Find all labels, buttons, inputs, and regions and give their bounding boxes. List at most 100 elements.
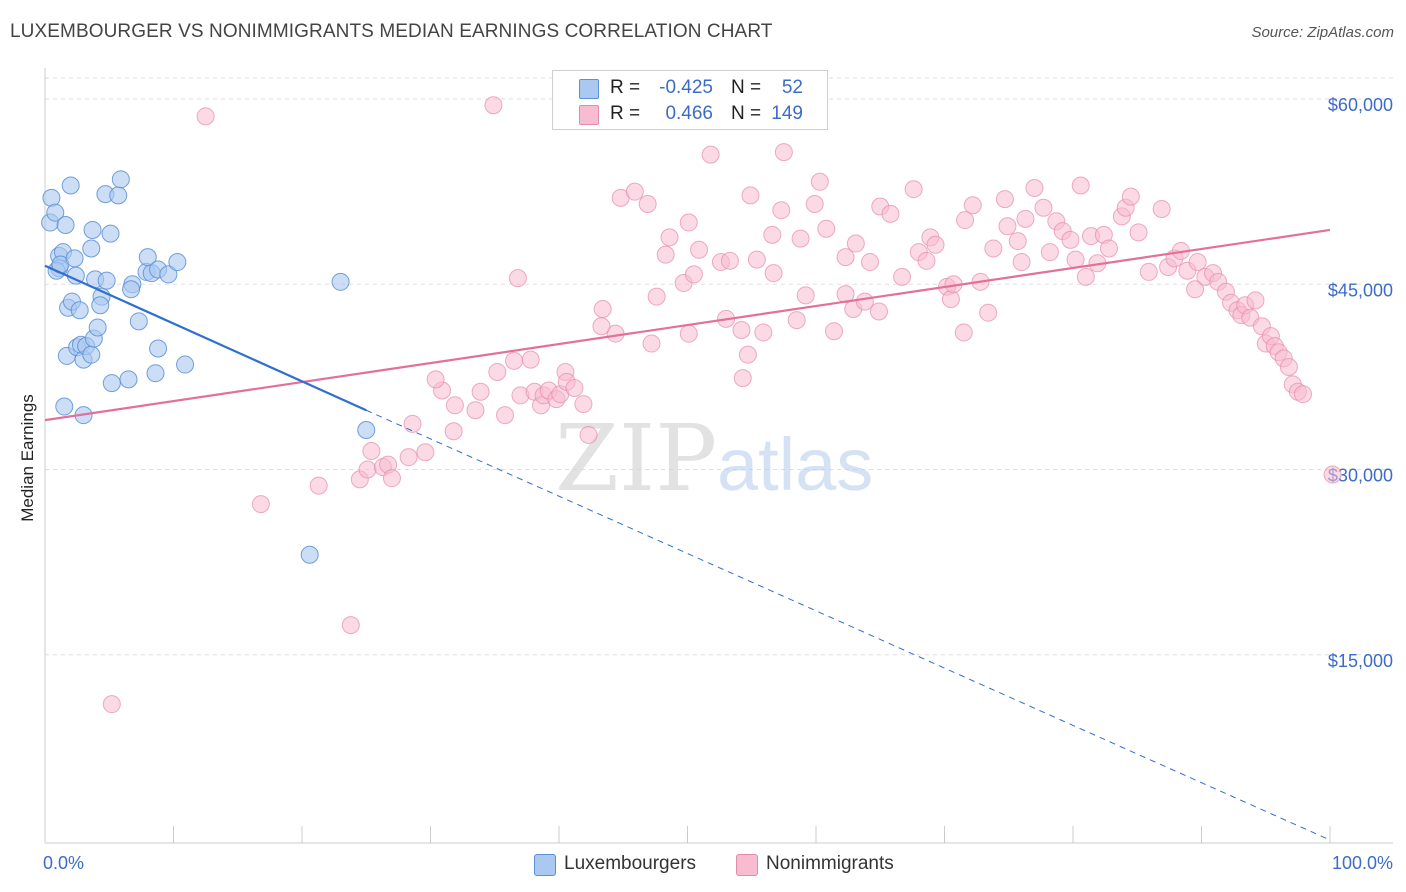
luxembourgers-point (82, 345, 101, 364)
luxembourgers-point (129, 312, 148, 331)
nonimmigrants-point (505, 351, 524, 370)
nonimmigrants-point (1066, 250, 1085, 269)
nonimmigrants-point (625, 182, 644, 201)
nonimmigrants-point (521, 350, 540, 369)
nonimmigrants-point (444, 422, 463, 441)
luxembourgers-points (41, 170, 376, 564)
nonimmigrants-point (1076, 267, 1095, 286)
luxembourgers-point (138, 248, 157, 267)
nonimmigrants-points (102, 96, 1342, 714)
n-value: 52 (781, 77, 803, 98)
nonimmigrants-point (741, 186, 760, 205)
nonimmigrants-point (824, 322, 843, 341)
nonimmigrants-point (382, 469, 401, 488)
nonimmigrants-point (579, 425, 598, 444)
luxembourgers-point (82, 239, 101, 258)
luxembourgers-trend-line (44, 264, 367, 412)
nonimmigrants-point (656, 245, 675, 264)
nonimmigrants-point (1129, 223, 1148, 242)
blue-swatch (534, 854, 556, 876)
luxembourgers-point (331, 272, 350, 291)
nonimmigrants-point (754, 323, 773, 342)
nonimmigrants-point (979, 303, 998, 322)
nonimmigrants-point (1186, 280, 1205, 299)
luxembourgers-point (149, 339, 168, 358)
nonimmigrants-point (763, 225, 782, 244)
luxembourgers-point (70, 301, 89, 320)
luxembourgers-point (357, 421, 376, 440)
nonimmigrants-point (995, 190, 1014, 209)
luxembourgers-point (88, 318, 107, 337)
nonimmigrants-point (917, 251, 936, 270)
nonimmigrants-point (817, 219, 836, 238)
nonimmigrants-point (998, 217, 1017, 236)
nonimmigrants-point (1008, 232, 1027, 251)
nonimmigrants-point (701, 145, 720, 164)
nonimmigrants-point (102, 695, 121, 714)
nonimmigrants-point (984, 239, 1003, 258)
luxembourgers-point (55, 397, 74, 416)
r-label: R = (610, 77, 641, 98)
nonimmigrants-point (642, 334, 661, 353)
nonimmigrants-point (810, 172, 829, 191)
luxembourgers-point (101, 224, 120, 243)
legend-row-nonimmigrants: R = 0.466 N = 149 (553, 101, 827, 127)
axes: $15,000 $30,000 $45,000 $60,000 (44, 68, 1393, 844)
nonimmigrants-point (684, 265, 703, 284)
nonimmigrants-point (309, 476, 328, 495)
pink-swatch (579, 105, 599, 125)
watermark-zip: ZIP (555, 405, 717, 512)
nonimmigrants-point (484, 96, 503, 115)
nonimmigrants-point (860, 253, 879, 272)
nonimmigrants-point (399, 448, 418, 467)
nonimmigrants-point (679, 324, 698, 343)
watermark: ZIP atlas (555, 405, 873, 512)
n-label: N = (731, 103, 762, 124)
trend-lines (44, 228, 1331, 841)
grid-lines (45, 77, 1393, 656)
luxembourgers-point (159, 265, 178, 284)
nonimmigrants-point (445, 396, 464, 415)
nonimmigrants-point (764, 264, 783, 283)
n-label: N = (731, 77, 762, 98)
luxembourgers-point (46, 203, 65, 222)
nonimmigrants-point (251, 495, 270, 514)
pink-swatch (736, 854, 758, 876)
luxembourgers-point (42, 188, 61, 207)
legend-label: Nonimmigrants (766, 853, 894, 874)
nonimmigrants-point (836, 248, 855, 267)
y-axis-label: Median Earnings (18, 394, 37, 522)
luxembourgers-point (61, 176, 80, 195)
nonimmigrants-point (1294, 385, 1313, 404)
legend-row-luxembourgers: R = -0.425 N = 52 (553, 75, 827, 101)
nonimmigrants-point (1099, 239, 1118, 258)
luxembourgers-point (168, 253, 187, 272)
x-tick-label-max: 100.0% (1332, 853, 1393, 873)
nonimmigrants-point (855, 292, 874, 311)
y-tick-label: $30,000 (1328, 466, 1393, 486)
luxembourgers-point (109, 186, 128, 205)
nonimmigrants-point (341, 616, 360, 635)
nonimmigrants-point (488, 362, 507, 381)
nonimmigrants-point (1188, 253, 1207, 272)
y-tick-label: $45,000 (1328, 280, 1393, 300)
luxembourgers-point (97, 271, 116, 290)
nonimmigrants-point (1034, 198, 1053, 217)
nonimmigrants-point (1246, 291, 1265, 310)
luxembourgers-point (83, 220, 102, 239)
chart-title: LUXEMBOURGER VS NONIMMIGRANTS MEDIAN EAR… (10, 21, 773, 42)
series-legend: Luxembourgers Nonimmigrants (0, 852, 1406, 878)
nonimmigrants-point (954, 323, 973, 342)
nonimmigrants-point (869, 302, 888, 321)
luxembourgers-point (102, 374, 121, 393)
nonimmigrants-point (732, 320, 751, 339)
correlation-legend: R = -0.425 N = 52 R = 0.466 N = 149 (552, 70, 828, 130)
nonimmigrants-point (963, 196, 982, 215)
nonimmigrants-point (1121, 187, 1140, 206)
nonimmigrants-point (496, 406, 515, 425)
nonimmigrants-point (846, 234, 865, 253)
nonimmigrants-point (690, 240, 709, 259)
r-label: R = (610, 103, 641, 124)
source-label: Source: ZipAtlas.com (1251, 24, 1394, 41)
